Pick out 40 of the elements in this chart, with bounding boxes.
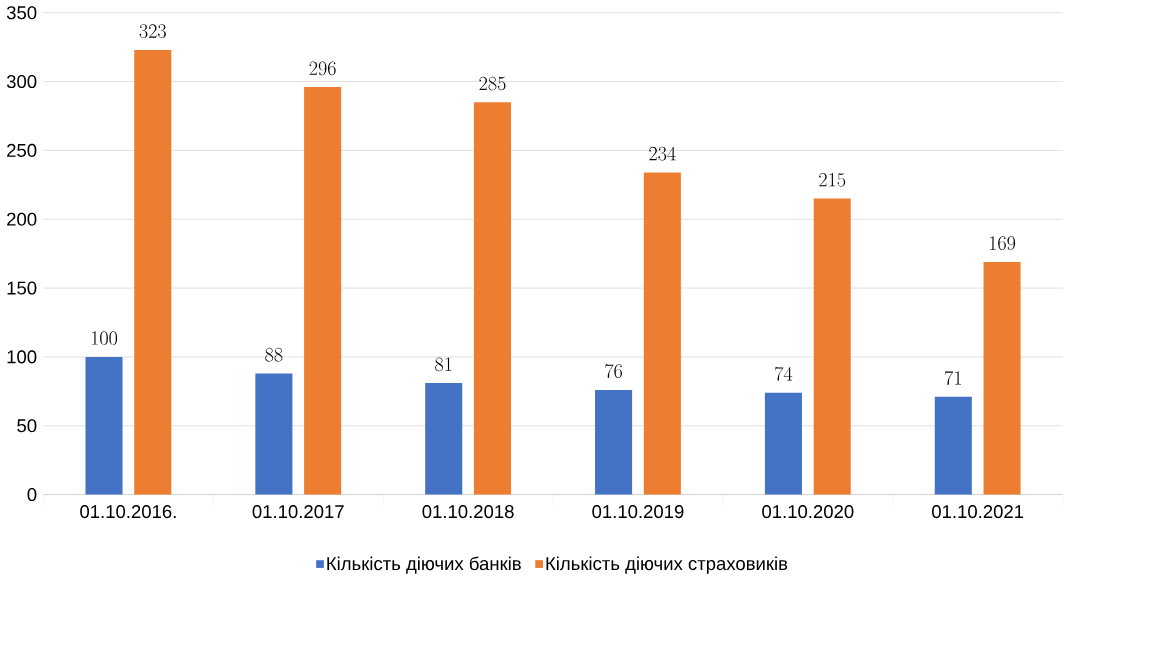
x-tick-label: 01.10.2020 (762, 504, 854, 518)
data-label: 296 (309, 61, 336, 75)
bar (643, 172, 681, 495)
data-label: 81 (435, 357, 452, 371)
x-tick-label: 01.10.2021 (932, 504, 1024, 518)
bar (813, 198, 851, 495)
y-tick-label: 200 (7, 212, 37, 226)
data-label: 323 (139, 24, 166, 38)
y-tick-label: 350 (6, 5, 37, 20)
bar (304, 86, 342, 495)
y-tick-label: 250 (7, 143, 37, 157)
data-label: 88 (265, 347, 283, 362)
data-label: 215 (819, 172, 846, 187)
bar (255, 373, 293, 495)
legend-label: Кількість діючих банків (327, 556, 521, 574)
y-tick-label: 100 (7, 350, 37, 364)
bar (595, 389, 633, 495)
x-tick-label: 01.10.2016. (80, 504, 176, 518)
data-label: 100 (91, 331, 118, 345)
x-tick-label: 01.10.2019 (592, 504, 684, 518)
data-label: 76 (605, 363, 623, 378)
data-label: 234 (649, 146, 676, 161)
y-tick-label: 0 (27, 487, 37, 501)
bar (134, 49, 172, 495)
bar (764, 392, 802, 495)
bar (934, 396, 972, 495)
data-label: 74 (775, 366, 793, 381)
data-label: 71 (944, 370, 962, 385)
bar (983, 261, 1021, 495)
y-tick-label: 300 (6, 74, 37, 88)
data-label: 285 (479, 76, 506, 91)
bar (425, 382, 463, 495)
x-tick-label: 01.10.2017 (252, 504, 344, 518)
x-tick-label: 01.10.2018 (422, 504, 514, 518)
legend-label: Кількість діючих страховиків (546, 556, 788, 574)
bar (473, 101, 512, 495)
data-label: 169 (989, 236, 1016, 250)
bar (85, 356, 123, 495)
y-tick-label: 150 (7, 281, 37, 295)
y-tick-label: 50 (17, 418, 37, 433)
